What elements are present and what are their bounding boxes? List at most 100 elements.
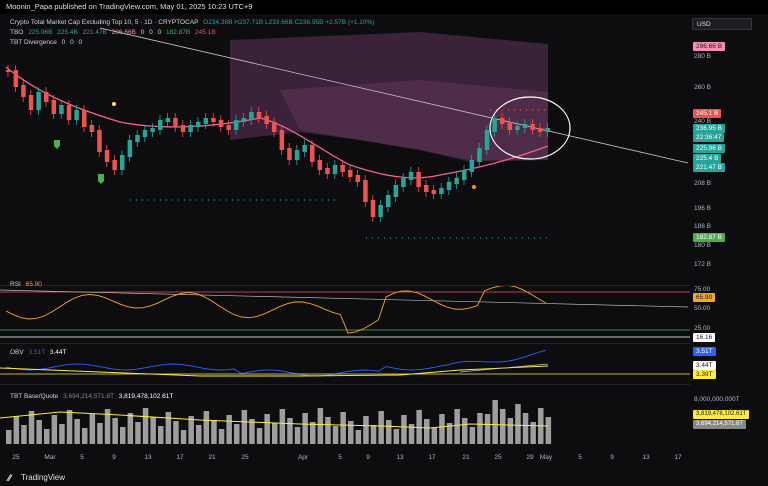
candle-body <box>446 182 452 190</box>
candle-body <box>500 118 505 124</box>
volume-bar <box>249 419 255 444</box>
publish-bar: Moonin_Papa published on TradingView.com… <box>0 0 768 14</box>
volume-bar <box>44 429 50 444</box>
publish-text: Moonin_Papa published on TradingView.com… <box>6 2 253 11</box>
volume-bar <box>279 409 286 444</box>
volume-bar <box>226 415 232 444</box>
candle-body <box>378 205 383 217</box>
volume-bar <box>51 415 58 444</box>
time-tick: 13 <box>642 454 650 461</box>
rsi-level: 50.00 <box>694 305 711 312</box>
candle-body <box>264 116 269 124</box>
candle-body <box>279 130 285 150</box>
rsi-level: 75.00 <box>694 286 711 293</box>
price-tick: 260 B <box>694 84 711 91</box>
rsi-label[interactable]: RSI <box>10 281 21 288</box>
candlestick-series <box>6 65 551 222</box>
time-tick: 9 <box>610 454 614 461</box>
volume-bar <box>142 408 149 444</box>
volume-bar <box>256 428 263 444</box>
tbt-label[interactable]: TBT Divergence <box>10 39 57 46</box>
tradingview-logo-icon: ⁄⁄ <box>8 473 12 483</box>
cloud-band-inner <box>280 80 548 162</box>
tbo-value: 225.96B <box>28 29 53 36</box>
volume-bar <box>82 428 88 444</box>
panel-divider-obv <box>0 343 690 344</box>
volume-bar <box>120 427 126 444</box>
volume-bar <box>530 422 536 444</box>
annotation-circle <box>489 96 571 160</box>
moving-average-line <box>5 66 549 179</box>
candle-body <box>484 130 490 150</box>
price-tag-resist: 245.1 B <box>693 109 722 118</box>
candle-body <box>408 172 414 180</box>
candle-body <box>218 120 224 127</box>
candle-body <box>234 120 239 130</box>
volume-bar <box>21 425 27 444</box>
volume-bar <box>104 409 111 444</box>
obv-label[interactable]: OBV <box>10 349 24 356</box>
candle-body <box>241 118 247 122</box>
candle-body <box>287 148 292 160</box>
time-tick: 13 <box>396 454 404 461</box>
candle-body <box>363 180 368 202</box>
base-quote-label[interactable]: TBT Base/Quote <box>10 393 59 400</box>
volume-bar <box>127 413 134 444</box>
cloud-band <box>230 32 548 160</box>
time-tick: 5 <box>80 454 84 461</box>
candle-body <box>538 128 543 132</box>
candle-body <box>173 118 178 127</box>
volume-bar <box>507 418 514 444</box>
price-tick: 180 B <box>694 242 711 249</box>
base-quote-tag: 3,819,478,102.61T <box>693 410 750 419</box>
candle-body <box>59 105 64 114</box>
currency-selector[interactable]: USD <box>692 18 752 30</box>
countdown-tag: 22:36:47 <box>693 133 725 142</box>
volume-bar <box>431 428 438 444</box>
bottom-bar: ⁄⁄ TradingView <box>0 470 768 486</box>
volume-bar <box>158 426 164 444</box>
tbo-value: 225.4B <box>57 29 78 36</box>
volume-bar <box>188 416 194 444</box>
volume-bar <box>180 430 187 444</box>
volume-bar <box>439 414 445 444</box>
volume-bar <box>386 420 392 444</box>
base-quote-legend: TBT Base/Quote 3,694,214,571.8T 3,819,47… <box>10 392 173 401</box>
time-tick: Mar <box>44 454 56 461</box>
tbo-value: 286.66B <box>111 29 136 36</box>
volume-bar <box>241 410 248 444</box>
volume-bar <box>89 414 96 444</box>
time-tick: 21 <box>208 454 216 461</box>
volume-bar <box>500 409 506 444</box>
price-tick: 196 B <box>694 205 711 212</box>
volume-bar <box>545 417 552 444</box>
volume-bar <box>59 424 65 444</box>
buy-signal-marker <box>54 140 60 149</box>
volume-bar <box>484 414 491 444</box>
rsi-low-tag: 16.16 <box>693 333 716 342</box>
tbo-legend: TBO 225.96B 225.4B 221.47B 286.66B 0 0 0… <box>10 28 216 37</box>
volume-bars <box>6 400 552 444</box>
chart-canvas[interactable] <box>0 14 768 470</box>
obv-line <box>5 349 546 377</box>
volume-bar <box>165 412 172 444</box>
volume-bar <box>462 418 468 444</box>
volume-bar <box>173 421 179 444</box>
tbo-label[interactable]: TBO <box>10 29 24 36</box>
price-tag-tbo1: 225.96 B <box>693 144 726 153</box>
candle-body <box>256 112 262 118</box>
candle-body <box>424 185 429 192</box>
time-tick: 29 <box>526 454 534 461</box>
tbo-value: 182.87B <box>166 29 191 36</box>
tbt-legend: TBT Divergence 0 0 0 <box>10 38 82 47</box>
candle-body <box>97 130 102 152</box>
base-quote-axis: 8,000,000,000T <box>694 396 740 403</box>
volume-bar <box>416 410 422 444</box>
tbt-value: 0 <box>78 39 83 46</box>
volume-bar <box>74 419 80 444</box>
symbol-title[interactable]: Crypto Total Market Cap Excluding Top 10… <box>10 19 199 26</box>
volume-bar <box>393 429 400 444</box>
volume-bar <box>454 409 460 444</box>
base-quote-tag-2: 3,694,214,571.8T <box>693 420 747 429</box>
candle-body <box>203 118 209 124</box>
